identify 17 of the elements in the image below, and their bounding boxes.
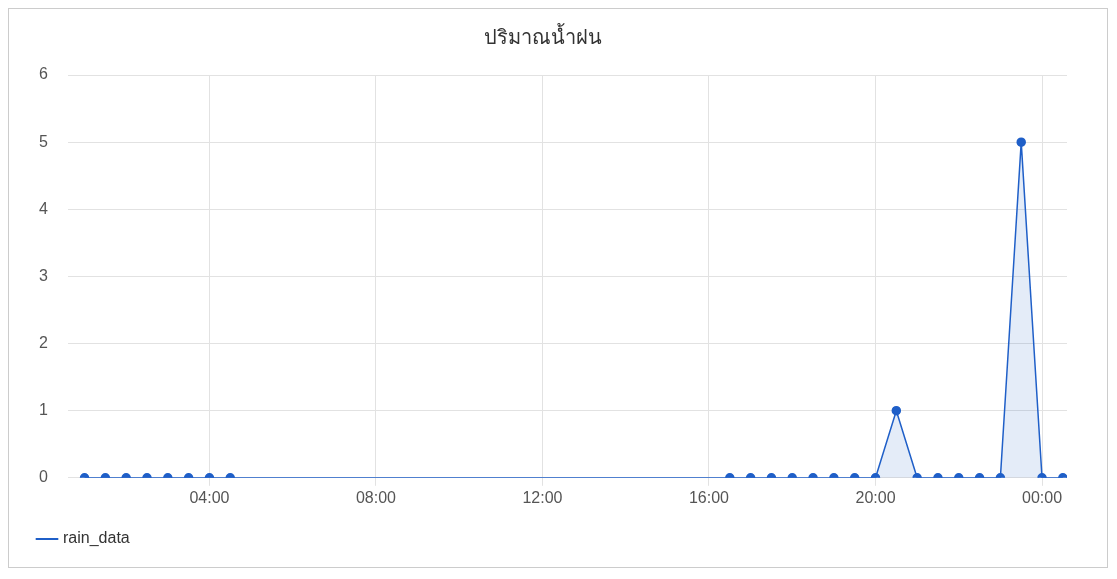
y-tick-label: 5 — [38, 132, 48, 150]
point — [891, 405, 902, 416]
y-tick-label: 6 — [38, 65, 48, 83]
x-tick-label: 16:00 — [688, 488, 730, 506]
legend-label: rain_data — [63, 529, 130, 548]
x-tick-label: 20:00 — [855, 488, 896, 506]
y-tick-label: 3 — [38, 266, 48, 284]
x-tick-label: 00:00 — [1022, 488, 1063, 506]
y-tick-label: 4 — [38, 199, 48, 217]
x-tick-label: 04:00 — [189, 488, 230, 506]
y-tick-label: 2 — [38, 333, 48, 351]
y-tick-label: 0 — [38, 468, 48, 486]
x-tick-label: 12:00 — [522, 488, 563, 506]
y-tick-label: 1 — [38, 401, 48, 419]
chart-title: ปริมาณน้ำฝน — [484, 23, 602, 50]
x-tick-label: 08:00 — [355, 488, 397, 506]
point — [1016, 137, 1026, 147]
